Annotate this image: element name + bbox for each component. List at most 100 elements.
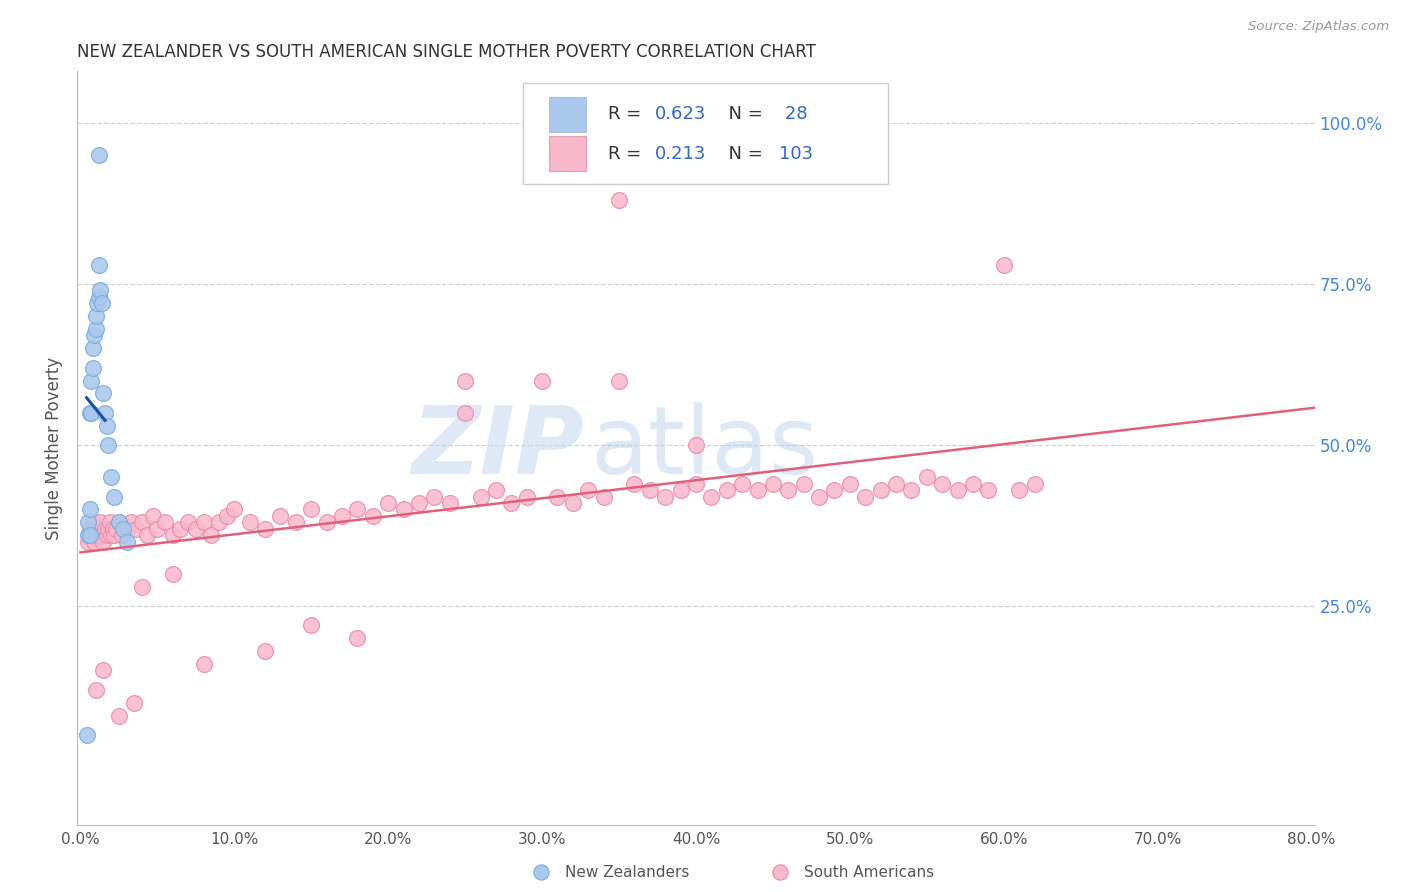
Point [993, 258, 1015, 272]
Point [1024, 476, 1046, 491]
Point [531, 374, 554, 388]
FancyBboxPatch shape [523, 83, 887, 185]
Point [654, 490, 676, 504]
Point [315, 516, 337, 530]
Point [84, 309, 107, 323]
Point [101, 522, 124, 536]
Point [838, 476, 860, 491]
Point [83, 534, 105, 549]
Text: 28: 28 [779, 105, 807, 123]
Point [153, 516, 176, 530]
Point [685, 438, 707, 452]
Point [962, 476, 984, 491]
Point [546, 490, 568, 504]
Point [146, 522, 169, 536]
Point [1008, 483, 1031, 497]
Point [946, 483, 969, 497]
Point [346, 632, 368, 646]
Point [700, 490, 723, 504]
Point [269, 508, 291, 523]
Point [808, 490, 831, 504]
Point [485, 483, 508, 497]
Point [208, 516, 231, 530]
Point [392, 502, 415, 516]
Point [131, 580, 153, 594]
Point [108, 708, 131, 723]
Text: 0.213: 0.213 [655, 145, 706, 162]
Point [924, 746, 946, 760]
Text: South Americans: South Americans [804, 865, 935, 880]
Point [299, 502, 322, 516]
Point [100, 470, 122, 484]
Point [162, 528, 184, 542]
Point [346, 502, 368, 516]
Point [576, 483, 599, 497]
Point [80, 406, 103, 420]
Point [108, 516, 131, 530]
Text: NEW ZEALANDER VS SOUTH AMERICAN SINGLE MOTHER POVERTY CORRELATION CHART: NEW ZEALANDER VS SOUTH AMERICAN SINGLE M… [77, 44, 817, 62]
Point [977, 483, 1000, 497]
Point [94, 406, 117, 420]
Point [299, 618, 322, 632]
Text: N =: N = [717, 145, 769, 162]
Text: R =: R = [609, 105, 647, 123]
Point [80, 374, 103, 388]
Point [79, 528, 101, 542]
Point [254, 522, 277, 536]
Point [662, 746, 685, 760]
Point [254, 644, 277, 658]
Point [80, 528, 103, 542]
Point [83, 328, 105, 343]
Point [762, 476, 785, 491]
Point [623, 476, 645, 491]
Bar [548, 97, 586, 132]
Point [76, 728, 98, 742]
Point [778, 483, 800, 497]
Point [84, 682, 107, 697]
Point [79, 522, 101, 536]
Point [330, 508, 353, 523]
Point [94, 522, 117, 536]
Point [86, 522, 108, 536]
Point [96, 418, 118, 433]
Point [86, 296, 108, 310]
Point [135, 528, 157, 542]
Point [87, 528, 110, 542]
Point [177, 516, 200, 530]
Point [361, 508, 384, 523]
Point [111, 528, 134, 542]
Point [91, 296, 114, 310]
Point [98, 516, 121, 530]
Point [87, 290, 110, 304]
Point [142, 508, 165, 523]
Point [97, 438, 120, 452]
Point [200, 528, 222, 542]
Point [454, 406, 477, 420]
Point [112, 522, 135, 536]
Point [853, 490, 876, 504]
Point [89, 516, 111, 530]
Point [454, 374, 477, 388]
Text: 0.623: 0.623 [655, 105, 706, 123]
Point [377, 496, 399, 510]
Point [87, 148, 110, 162]
Point [82, 360, 104, 375]
Text: ZIP: ZIP [412, 402, 585, 494]
Point [607, 193, 630, 207]
Point [669, 483, 692, 497]
Point [561, 496, 583, 510]
Point [638, 483, 661, 497]
Point [408, 496, 430, 510]
Point [91, 528, 114, 542]
Point [84, 528, 107, 542]
Point [439, 496, 461, 510]
Point [79, 406, 101, 420]
Point [824, 483, 846, 497]
Point [125, 522, 148, 536]
Point [193, 516, 215, 530]
Point [120, 516, 142, 530]
Point [716, 483, 738, 497]
Point [100, 528, 122, 542]
Point [93, 534, 115, 549]
Point [423, 490, 446, 504]
